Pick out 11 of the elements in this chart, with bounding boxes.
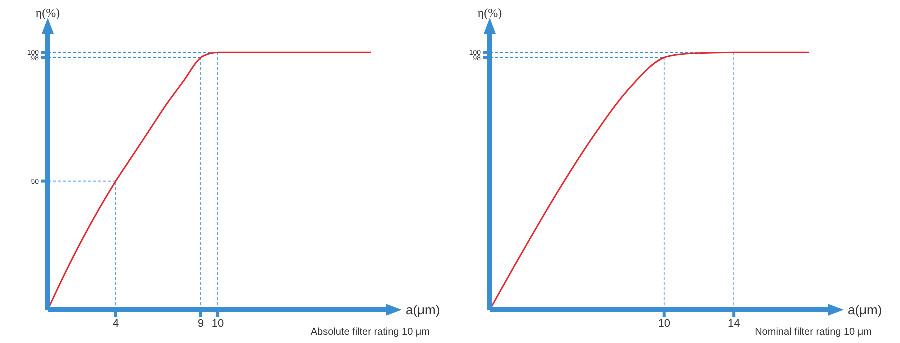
x-tick-label: 10: [658, 318, 670, 330]
text: Absolute filter rating 10 μm: [310, 327, 430, 338]
x-axis-title: a(μm): [848, 302, 882, 318]
x-tick-label: 14: [728, 318, 740, 330]
x-axis-title: a(μm): [406, 302, 440, 318]
x-tick-label: 10: [212, 318, 224, 330]
x-tick-label: 4: [112, 318, 120, 330]
y-axis-title: η(%): [36, 6, 60, 20]
text: Nominal filter rating 10 μm: [755, 327, 872, 338]
x-tick-label: 9: [198, 318, 204, 330]
y-axis-title: η(%): [478, 6, 502, 20]
